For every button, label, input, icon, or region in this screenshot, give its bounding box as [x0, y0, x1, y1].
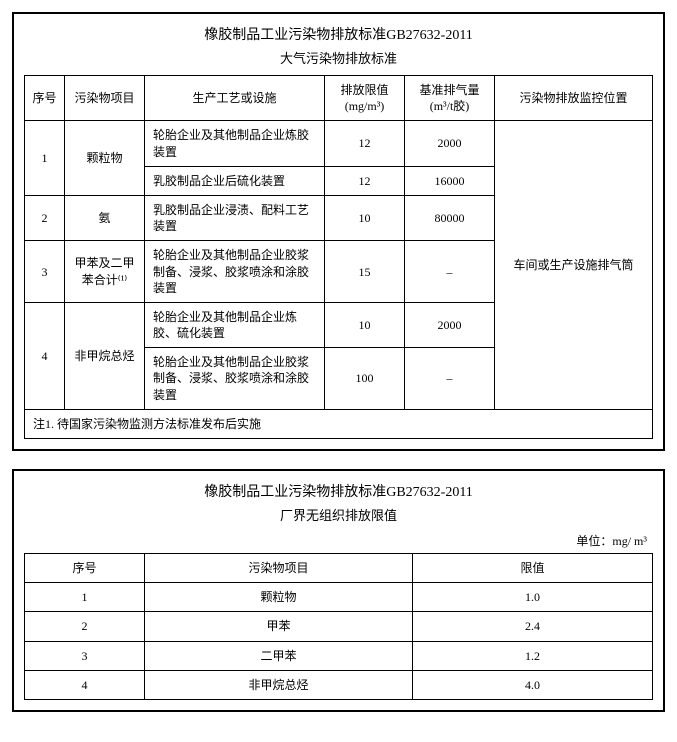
cell-limit: 12	[325, 166, 405, 195]
cell-limit: 12	[325, 121, 405, 166]
cell-proc: 乳胶制品企业浸渍、配料工艺装置	[145, 195, 325, 240]
table-row: 2 甲苯 2.4	[25, 612, 653, 641]
cell-item: 颗粒物	[145, 583, 413, 612]
cell-seq: 1	[25, 121, 65, 196]
boundary-table: 序号 污染物项目 限值 1 颗粒物 1.0 2 甲苯 2.4 3 二甲苯 1.2…	[24, 553, 653, 700]
cell-vol: 2000	[405, 121, 495, 166]
footnote-cell: 注1. 待国家污染物监测方法标准发布后实施	[25, 409, 653, 438]
cell-item: 甲苯及二甲苯合计⁽¹⁾	[65, 241, 145, 303]
cell-limit: 1.0	[413, 583, 653, 612]
table-row: 1 颗粒物 1.0	[25, 583, 653, 612]
hdr-item: 污染物项目	[65, 76, 145, 121]
cell-proc: 乳胶制品企业后硫化装置	[145, 166, 325, 195]
hdr-proc: 生产工艺或设施	[145, 76, 325, 121]
hdr-loc: 污染物排放监控位置	[495, 76, 653, 121]
cell-seq: 4	[25, 302, 65, 409]
panel2-unit: 单位：mg/ m³	[24, 532, 647, 549]
hdr-item: 污染物项目	[145, 554, 413, 583]
cell-limit: 10	[325, 195, 405, 240]
footnote-row: 注1. 待国家污染物监测方法标准发布后实施	[25, 409, 653, 438]
cell-vol: 80000	[405, 195, 495, 240]
cell-vol: –	[405, 348, 495, 410]
cell-limit: 4.0	[413, 670, 653, 699]
hdr-seq: 序号	[25, 76, 65, 121]
cell-loc: 车间或生产设施排气筒	[495, 121, 653, 409]
cell-limit: 10	[325, 302, 405, 347]
standard-panel-1: 橡胶制品工业污染物排放标准GB27632-2011 大气污染物排放标准 序号 污…	[12, 12, 665, 451]
panel2-title: 橡胶制品工业污染物排放标准GB27632-2011	[24, 481, 653, 501]
panel2-subtitle: 厂界无组织排放限值	[24, 505, 653, 524]
cell-item: 颗粒物	[65, 121, 145, 196]
emission-table: 序号 污染物项目 生产工艺或设施 排放限值 (mg/m³) 基准排气量 (m³/…	[24, 75, 653, 439]
cell-item: 二甲苯	[145, 641, 413, 670]
hdr-seq: 序号	[25, 554, 145, 583]
cell-proc: 轮胎企业及其他制品企业胶浆制备、浸浆、胶浆喷涂和涂胶装置	[145, 241, 325, 303]
panel1-subtitle: 大气污染物排放标准	[24, 48, 653, 67]
cell-proc: 轮胎企业及其他制品企业炼胶、硫化装置	[145, 302, 325, 347]
cell-seq: 2	[25, 195, 65, 240]
cell-vol: –	[405, 241, 495, 303]
cell-limit: 2.4	[413, 612, 653, 641]
header-row: 序号 污染物项目 限值	[25, 554, 653, 583]
cell-seq: 3	[25, 241, 65, 303]
cell-limit: 100	[325, 348, 405, 410]
cell-proc: 轮胎企业及其他制品企业炼胶装置	[145, 121, 325, 166]
cell-seq: 1	[25, 583, 145, 612]
cell-item: 氨	[65, 195, 145, 240]
table-row: 3 二甲苯 1.2	[25, 641, 653, 670]
table-row: 1 颗粒物 轮胎企业及其他制品企业炼胶装置 12 2000 车间或生产设施排气筒	[25, 121, 653, 166]
cell-limit: 15	[325, 241, 405, 303]
cell-vol: 16000	[405, 166, 495, 195]
cell-item: 甲苯	[145, 612, 413, 641]
panel1-title: 橡胶制品工业污染物排放标准GB27632-2011	[24, 24, 653, 44]
hdr-vol: 基准排气量 (m³/t胶)	[405, 76, 495, 121]
cell-item: 非甲烷总烃	[65, 302, 145, 409]
cell-item: 非甲烷总烃	[145, 670, 413, 699]
standard-panel-2: 橡胶制品工业污染物排放标准GB27632-2011 厂界无组织排放限值 单位：m…	[12, 469, 665, 712]
cell-vol: 2000	[405, 302, 495, 347]
table-row: 4 非甲烷总烃 4.0	[25, 670, 653, 699]
hdr-limit: 排放限值 (mg/m³)	[325, 76, 405, 121]
cell-seq: 4	[25, 670, 145, 699]
cell-proc: 轮胎企业及其他制品企业胶浆制备、浸浆、胶浆喷涂和涂胶装置	[145, 348, 325, 410]
cell-seq: 3	[25, 641, 145, 670]
header-row: 序号 污染物项目 生产工艺或设施 排放限值 (mg/m³) 基准排气量 (m³/…	[25, 76, 653, 121]
hdr-limit: 限值	[413, 554, 653, 583]
cell-limit: 1.2	[413, 641, 653, 670]
cell-seq: 2	[25, 612, 145, 641]
